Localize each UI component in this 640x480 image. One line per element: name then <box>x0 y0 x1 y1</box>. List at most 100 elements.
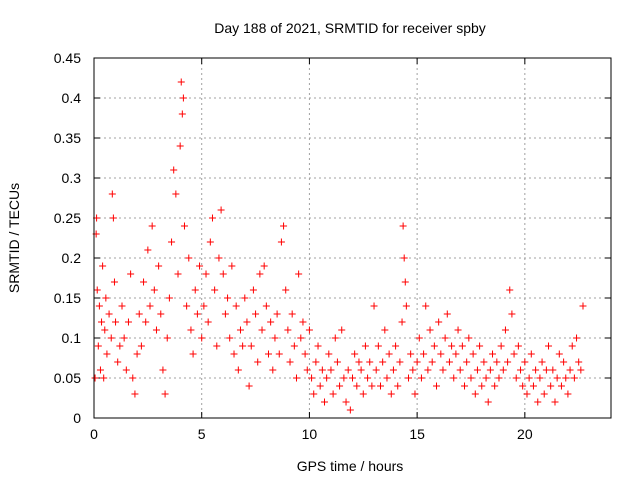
data-point <box>519 382 527 390</box>
data-point <box>338 326 346 334</box>
data-point <box>260 262 268 270</box>
data-point <box>275 350 283 358</box>
data-point <box>329 390 337 398</box>
data-point <box>445 358 453 366</box>
data-point <box>555 350 563 358</box>
tick-layer: 0 5 10 15 20 0 0.05 0.1 0.15 0.2 0.25 0.3 0.35 0.4 0.4… <box>54 50 611 442</box>
data-point <box>183 302 191 310</box>
data-point <box>150 286 158 294</box>
data-point <box>221 310 229 318</box>
data-point <box>100 374 108 382</box>
data-point <box>239 342 247 350</box>
data-point <box>99 262 107 270</box>
data-point <box>179 94 187 102</box>
data-point <box>172 190 180 198</box>
data-point <box>424 366 432 374</box>
data-point <box>452 350 460 358</box>
plot-frame <box>93 57 612 419</box>
data-point <box>364 374 372 382</box>
data-point <box>226 334 234 342</box>
data-point <box>370 302 378 310</box>
data-point <box>415 334 423 342</box>
data-point <box>392 342 400 350</box>
x-tick-label: 5 <box>198 426 206 442</box>
data-point <box>340 374 348 382</box>
data-point <box>282 286 290 294</box>
data-point <box>217 206 225 214</box>
data-point <box>180 222 188 230</box>
data-point <box>439 366 447 374</box>
data-point <box>204 318 212 326</box>
y-tick-label: 0.3 <box>62 170 82 186</box>
data-point <box>114 358 122 366</box>
y-axis-label: SRMTID / TECUs <box>6 183 22 293</box>
data-point <box>525 374 533 382</box>
data-point <box>478 382 486 390</box>
data-point <box>152 326 160 334</box>
data-point <box>157 310 165 318</box>
data-point <box>577 366 585 374</box>
data-point <box>254 358 262 366</box>
data-point <box>491 382 499 390</box>
data-point <box>411 390 419 398</box>
data-point <box>267 318 275 326</box>
data-point <box>196 262 204 270</box>
data-point <box>312 358 320 366</box>
data-point <box>200 302 208 310</box>
data-point <box>91 374 99 382</box>
data-point <box>471 390 479 398</box>
data-point <box>271 334 279 342</box>
data-point <box>456 366 464 374</box>
y-tick-label: 0.15 <box>54 290 81 306</box>
data-point <box>402 302 410 310</box>
data-point <box>191 286 199 294</box>
data-point <box>109 214 117 222</box>
data-point <box>198 334 206 342</box>
data-point <box>346 406 354 414</box>
y-tick-label: 0.2 <box>62 250 82 266</box>
data-point <box>314 342 322 350</box>
data-point <box>133 350 141 358</box>
data-point <box>489 350 497 358</box>
data-point <box>482 374 490 382</box>
data-points-layer <box>91 78 587 414</box>
data-point <box>284 326 292 334</box>
data-point <box>232 302 240 310</box>
data-point <box>463 358 471 366</box>
data-point <box>570 374 578 382</box>
data-point <box>361 342 369 350</box>
data-point <box>219 270 227 278</box>
data-point <box>189 350 197 358</box>
data-point <box>286 358 294 366</box>
data-point <box>96 366 104 374</box>
data-point <box>249 286 257 294</box>
data-point <box>441 334 449 342</box>
data-point <box>142 318 150 326</box>
data-point <box>426 326 434 334</box>
data-point <box>465 334 473 342</box>
data-point <box>430 342 438 350</box>
data-point <box>562 374 570 382</box>
data-point <box>366 358 374 366</box>
data-point <box>127 270 135 278</box>
data-point <box>236 326 244 334</box>
data-point <box>379 358 387 366</box>
data-point <box>174 270 182 278</box>
data-point <box>310 390 318 398</box>
data-point <box>409 366 417 374</box>
data-point <box>301 350 309 358</box>
data-point <box>241 294 249 302</box>
data-point <box>538 358 546 366</box>
data-point <box>318 366 326 374</box>
data-point <box>308 374 316 382</box>
data-point <box>98 318 106 326</box>
data-point <box>107 334 115 342</box>
data-point <box>230 350 238 358</box>
data-point <box>469 350 477 358</box>
data-point <box>461 382 469 390</box>
data-point <box>433 382 441 390</box>
data-point <box>178 110 186 118</box>
data-point <box>344 366 352 374</box>
x-tick-label: 20 <box>517 426 533 442</box>
